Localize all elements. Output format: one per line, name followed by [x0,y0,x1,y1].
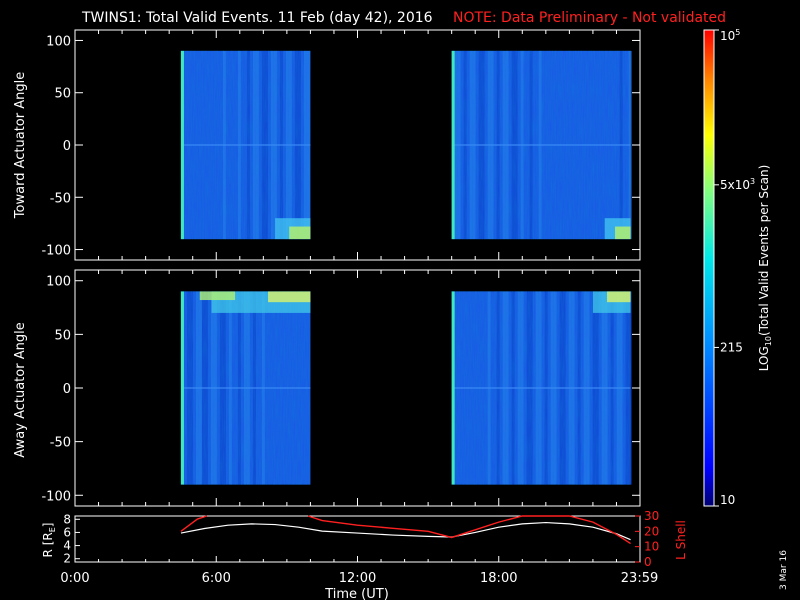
ytick-label: 50 [54,87,71,102]
colorbar-tick-label: 105 [720,28,740,43]
colorbar-tick-label: 5x103 [720,177,755,192]
heatmap-block-1 [180,291,311,485]
colorbar-label: LOG10(Total Valid Events per Scan) [757,165,773,372]
heatmap-block-1 [180,50,311,240]
ytick-label: -50 [50,191,71,206]
away-ylabel: Away Actuator Angle [13,322,28,457]
ytick-label: -100 [41,244,71,259]
r-ytick-label: 4 [63,539,71,553]
ytick-label: 50 [54,328,71,343]
ytick-label: 0 [63,382,71,397]
xtick-label: 12:00 [339,571,376,586]
lshell-ytick-label: 20 [644,524,659,538]
heatmap-block-2 [451,291,632,485]
r-ytick-label: 8 [63,512,71,526]
xtick-label: 6:00 [202,571,231,586]
ytick-label: 100 [46,275,71,290]
away-heatmap-panel: 100 50 0 -50 -100 Away Actuator Angle [13,269,641,507]
r-series-line [180,521,631,541]
ytick-label: -100 [41,489,71,504]
ytick-label: -50 [50,436,71,451]
toward-heatmap-panel: 100 50 0 -50 -100 Toward Actuator Angle [13,29,641,261]
xtick-label: 0:00 [60,571,89,586]
lshell-series-line-2 [307,515,631,545]
lshell-ytick-label: 0 [644,555,652,569]
ytick-label: 100 [46,34,71,49]
colorbar-tick-label: 10 [720,493,735,507]
figure-title: TWINS1: Total Valid Events. 11 Feb (day … [81,10,433,26]
x-axis-label: Time (UT) [324,587,389,600]
toward-ylabel: Toward Actuator Angle [13,72,28,219]
r-ytick-label: 6 [63,525,71,539]
xtick-label: 18:00 [480,571,517,586]
preliminary-note: NOTE: Data Preliminary - Not validated [453,10,726,26]
lshell-series-line-1 [180,515,208,532]
r-ytick-label: 2 [63,552,71,566]
colorbar-tick-label: 215 [720,340,743,354]
heatmap-block-2 [451,50,632,240]
colorbar: 10 215 5x103 105 LOG10(Total Valid Events p… [703,28,773,507]
colorbar-gradient [703,29,715,507]
lshell-ytick-label: 10 [644,540,659,554]
ytick-label: 0 [63,139,71,154]
xtick-label: 23:59 [621,571,658,586]
lshell-ylabel: L Shell [674,520,688,560]
lshell-ytick-label: 30 [644,509,659,523]
r-ylabel: R [RE] [41,523,57,558]
plot-date: 3 Mar 16 [779,550,789,590]
